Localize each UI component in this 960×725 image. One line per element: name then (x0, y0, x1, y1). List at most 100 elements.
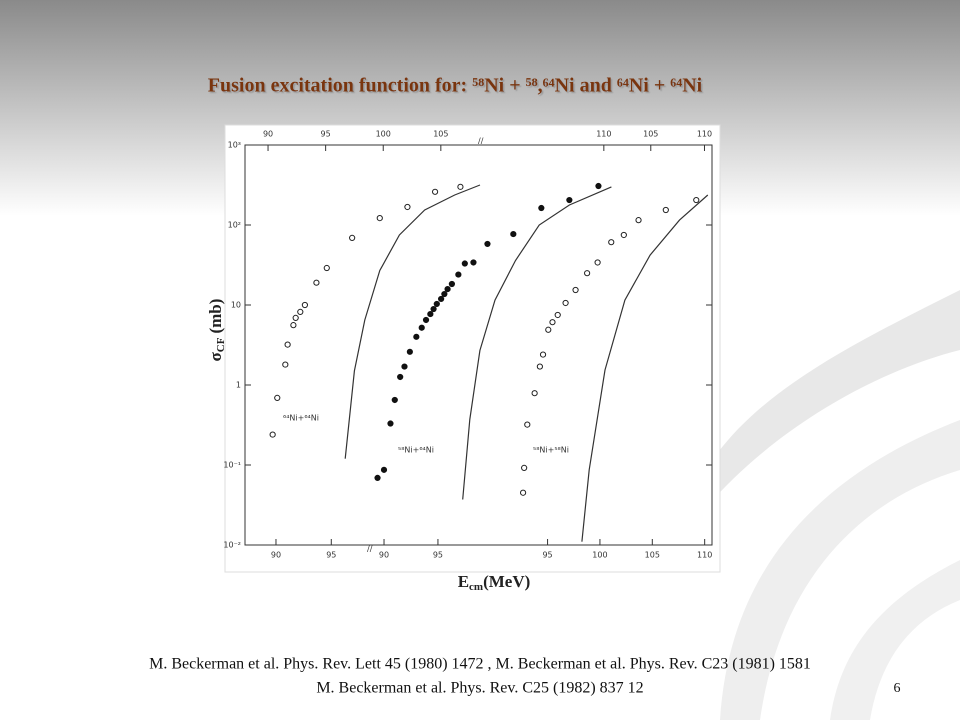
data-point (510, 230, 517, 238)
data-point (620, 231, 627, 239)
data-point (444, 286, 451, 293)
data-point (521, 464, 528, 471)
data-point (431, 188, 439, 195)
x-tick-label: 105 (645, 551, 660, 560)
data-point (292, 314, 299, 321)
x-tick-label: 105 (643, 130, 658, 139)
x-label-symbol: E (458, 572, 469, 591)
x-tick-label: 110 (697, 130, 712, 139)
x-tick-label: 100 (592, 551, 607, 560)
y-tick-label: 10⁻² (223, 541, 241, 550)
data-point (349, 234, 356, 241)
x-label-subscript: cm (469, 581, 483, 593)
y-tick-label: 10³ (228, 141, 241, 150)
data-point (538, 204, 545, 212)
data-point (374, 474, 381, 481)
series-label: ⁵⁸Ni+⁶⁴Ni (398, 446, 434, 455)
axis-break: // (367, 545, 373, 554)
data-point (404, 203, 411, 211)
data-point (536, 363, 543, 370)
data-point (313, 279, 320, 286)
data-point (484, 240, 491, 248)
series-label: ⁵⁸Ni+⁵⁸Ni (533, 446, 569, 455)
data-point (301, 301, 309, 309)
swoosh (680, 290, 960, 540)
x-axis-label: Ecm(MeV) (458, 572, 531, 593)
data-point (438, 295, 445, 303)
swoosh (720, 420, 960, 720)
data-point (531, 390, 538, 397)
series-label: ⁶⁴Ni+⁶⁴Ni (283, 414, 319, 423)
data-point (387, 420, 394, 427)
x-tick-label: 90 (379, 551, 389, 560)
y-tick-label: 1 (236, 381, 241, 390)
data-point (433, 300, 440, 308)
x-tick-label: 95 (542, 551, 552, 560)
data-point (693, 196, 700, 204)
data-point (269, 431, 276, 438)
data-point (572, 286, 579, 294)
y-label-symbol: σ (206, 351, 225, 361)
data-point (290, 322, 297, 329)
figure (224, 124, 721, 573)
data-point (457, 183, 464, 190)
data-point (284, 341, 291, 348)
data-point (380, 466, 388, 473)
x-tick-label: 90 (263, 130, 273, 139)
data-point (635, 217, 642, 224)
x-tick-label: 105 (433, 130, 448, 139)
data-point (549, 319, 556, 326)
theory-curve (581, 194, 709, 542)
slide-title: Fusion excitation function for: ⁵⁸Ni + ⁵… (208, 75, 703, 97)
y-tick-label: 10² (228, 221, 241, 230)
y-tick-label: 10 (231, 301, 241, 310)
x-tick-label: 110 (697, 551, 712, 560)
y-label-subscript: CF (215, 337, 227, 352)
data-point (524, 421, 531, 428)
data-point (427, 310, 434, 318)
data-point (539, 351, 547, 358)
data-point (430, 305, 437, 313)
plot-frame (244, 144, 713, 546)
page-number: 6 (894, 681, 901, 696)
reference: M. Beckerman et al. Phys. Rev. C25 (1982… (316, 680, 643, 697)
x-tick-label: 95 (326, 551, 336, 560)
data-point (554, 311, 561, 319)
data-point (422, 316, 430, 324)
x-tick-label: 95 (433, 551, 443, 560)
x-label-unit: (MeV) (483, 572, 530, 591)
data-point (461, 260, 468, 267)
data-point (519, 489, 527, 496)
reference: M. Beckerman et al. Phys. Rev. Lett 45 (… (149, 656, 811, 673)
axis-break: // (478, 137, 484, 146)
data-point (562, 299, 569, 307)
data-point (282, 361, 289, 368)
data-point (297, 308, 304, 315)
data-point (401, 363, 408, 370)
y-tick-label: 10⁻¹ (223, 461, 241, 470)
data-point (397, 373, 404, 381)
data-point (274, 394, 281, 401)
data-point (323, 264, 330, 272)
data-point (376, 214, 383, 222)
theory-curve (462, 186, 612, 500)
theory-curve (344, 184, 481, 459)
data-point (608, 239, 615, 246)
x-tick-label: 95 (321, 130, 331, 139)
swoosh (830, 560, 960, 720)
data-point (413, 333, 420, 340)
data-point (406, 348, 413, 355)
data-point (545, 326, 552, 333)
data-point (566, 196, 573, 204)
data-point (470, 259, 477, 266)
data-point (448, 280, 455, 288)
data-point (594, 259, 601, 266)
data-point (441, 290, 448, 298)
data-point (391, 396, 398, 404)
x-tick-label: 90 (271, 551, 281, 560)
data-point (662, 206, 669, 214)
x-tick-label: 110 (596, 130, 611, 139)
data-point (595, 182, 602, 190)
